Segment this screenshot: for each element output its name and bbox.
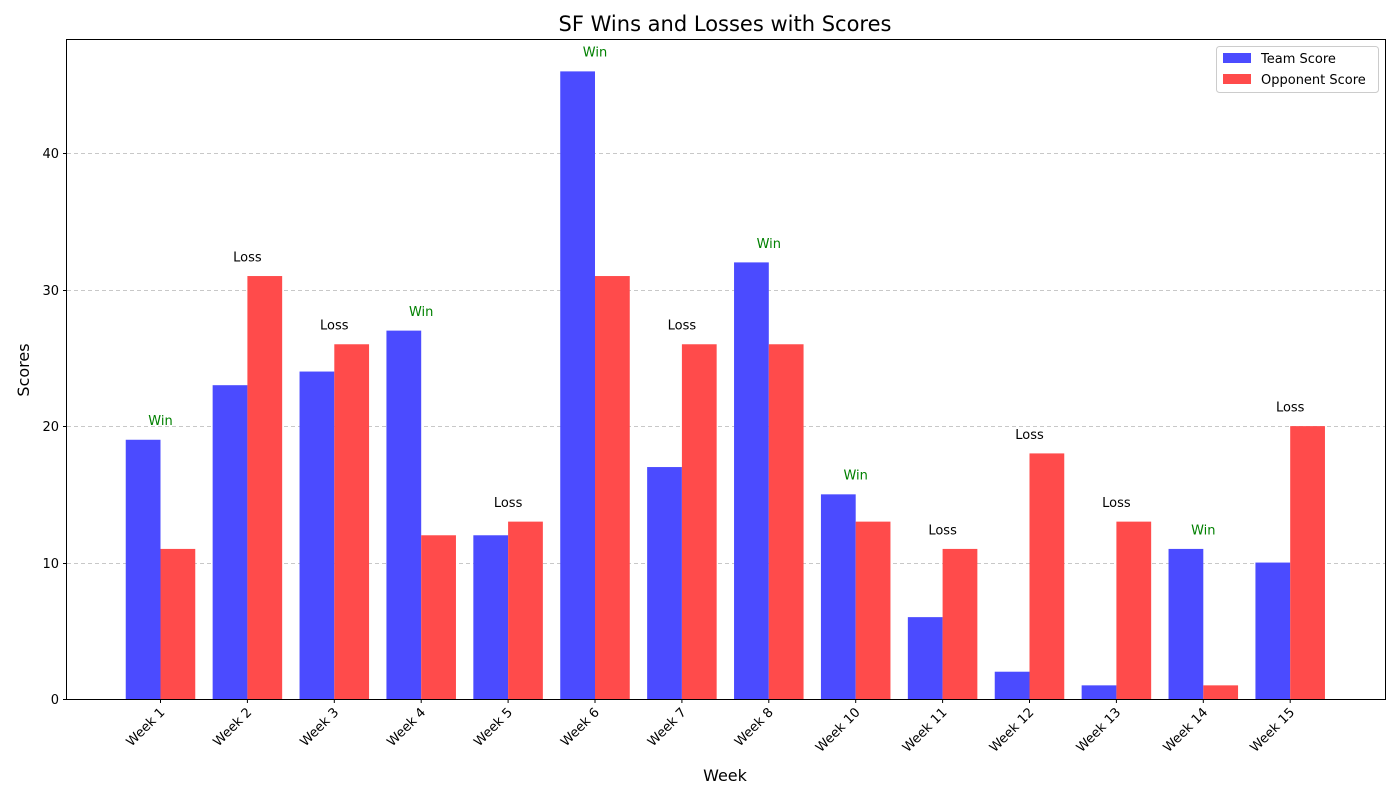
opponent-score-bar bbox=[942, 548, 978, 699]
team-score-bar bbox=[734, 262, 769, 699]
opponent-score-bar bbox=[1116, 521, 1152, 699]
x-tick-label: Week 7 bbox=[645, 705, 690, 750]
legend-label-opponent: Opponent Score bbox=[1261, 73, 1366, 88]
opponent-score-bar bbox=[334, 344, 370, 699]
chart-title: SF Wins and Losses with Scores bbox=[559, 12, 892, 36]
plot-frame bbox=[66, 39, 1386, 700]
x-tick-label: Week 13 bbox=[1074, 705, 1124, 755]
x-tick-label: Week 2 bbox=[211, 705, 256, 750]
y-tick-label: 30 bbox=[42, 284, 59, 299]
legend: Team Score Opponent Score bbox=[1216, 46, 1379, 93]
bars bbox=[125, 71, 1325, 699]
opponent-score-bar bbox=[1029, 453, 1065, 699]
x-tick-label: Week 11 bbox=[900, 705, 950, 755]
legend-box bbox=[1216, 46, 1379, 93]
opponent-score-bar bbox=[508, 521, 543, 699]
team-score-bar bbox=[1081, 685, 1117, 699]
x-tick-label: Week 6 bbox=[558, 705, 603, 750]
legend-swatch-opponent bbox=[1223, 74, 1251, 84]
y-axis-label: Scores bbox=[14, 343, 33, 396]
loss-label: Loss bbox=[320, 319, 349, 334]
x-tick-label: Week 15 bbox=[1248, 705, 1298, 755]
result-annotations: Win Loss Loss Win Loss Win Loss Win Win Loss Loss L… bbox=[148, 46, 1304, 539]
y-tick-label: 10 bbox=[42, 557, 59, 572]
x-tick-label: Week 12 bbox=[987, 705, 1037, 755]
loss-label: Loss bbox=[928, 523, 957, 538]
opponent-score-bar bbox=[855, 521, 891, 699]
team-score-bar bbox=[560, 71, 595, 699]
x-axis: Week 1 Week 2 Week 3 Week 4 Week 5 Week 6 Week… bbox=[124, 699, 1298, 756]
opponent-score-bar bbox=[421, 535, 456, 699]
team-score-bar bbox=[473, 535, 509, 699]
opponent-score-bar bbox=[1290, 426, 1325, 699]
opponent-score-bar bbox=[247, 276, 283, 699]
x-tick-label: Week 4 bbox=[384, 705, 429, 750]
opponent-score-bar bbox=[160, 548, 196, 699]
x-tick-label: Week 5 bbox=[471, 705, 516, 750]
team-score-bar bbox=[907, 617, 943, 699]
y-tick-label: 20 bbox=[42, 420, 59, 435]
opponent-score-bar bbox=[1203, 685, 1239, 699]
loss-label: Loss bbox=[1276, 400, 1305, 415]
x-tick-label: Week 1 bbox=[124, 705, 169, 750]
x-tick-label: Week 14 bbox=[1161, 705, 1211, 755]
win-label: Win bbox=[583, 46, 607, 61]
team-score-bar bbox=[212, 385, 248, 699]
team-score-bar bbox=[994, 671, 1030, 699]
opponent-score-bar bbox=[768, 344, 804, 699]
win-label: Win bbox=[409, 305, 433, 320]
y-tick-label: 0 bbox=[51, 693, 59, 708]
team-score-bar bbox=[820, 494, 856, 699]
win-label: Win bbox=[1191, 523, 1215, 538]
loss-label: Loss bbox=[494, 496, 523, 511]
x-tick-label: Week 3 bbox=[298, 705, 343, 750]
team-score-bar bbox=[386, 330, 422, 699]
y-axis: 0 10 20 30 40 bbox=[42, 147, 67, 708]
loss-label: Loss bbox=[1102, 496, 1131, 511]
y-tick-label: 40 bbox=[42, 147, 59, 162]
legend-swatch-team bbox=[1223, 53, 1251, 63]
x-axis-label: Week bbox=[703, 766, 748, 785]
loss-label: Loss bbox=[668, 319, 697, 334]
win-label: Win bbox=[843, 469, 867, 484]
win-label: Win bbox=[148, 414, 172, 429]
team-score-bar bbox=[1255, 562, 1291, 699]
team-score-bar bbox=[299, 371, 335, 699]
opponent-score-bar bbox=[681, 344, 717, 699]
x-tick-label: Week 8 bbox=[732, 705, 777, 750]
grid-lines bbox=[67, 153, 1385, 564]
team-score-bar bbox=[1168, 548, 1204, 699]
legend-label-team: Team Score bbox=[1260, 52, 1336, 67]
team-score-bar bbox=[647, 467, 682, 699]
x-tick-label: Week 10 bbox=[813, 705, 863, 755]
loss-label: Loss bbox=[1015, 428, 1044, 443]
opponent-score-bar bbox=[595, 276, 630, 699]
team-score-bar bbox=[125, 439, 161, 699]
loss-label: Loss bbox=[233, 250, 262, 265]
win-label: Win bbox=[757, 237, 781, 252]
